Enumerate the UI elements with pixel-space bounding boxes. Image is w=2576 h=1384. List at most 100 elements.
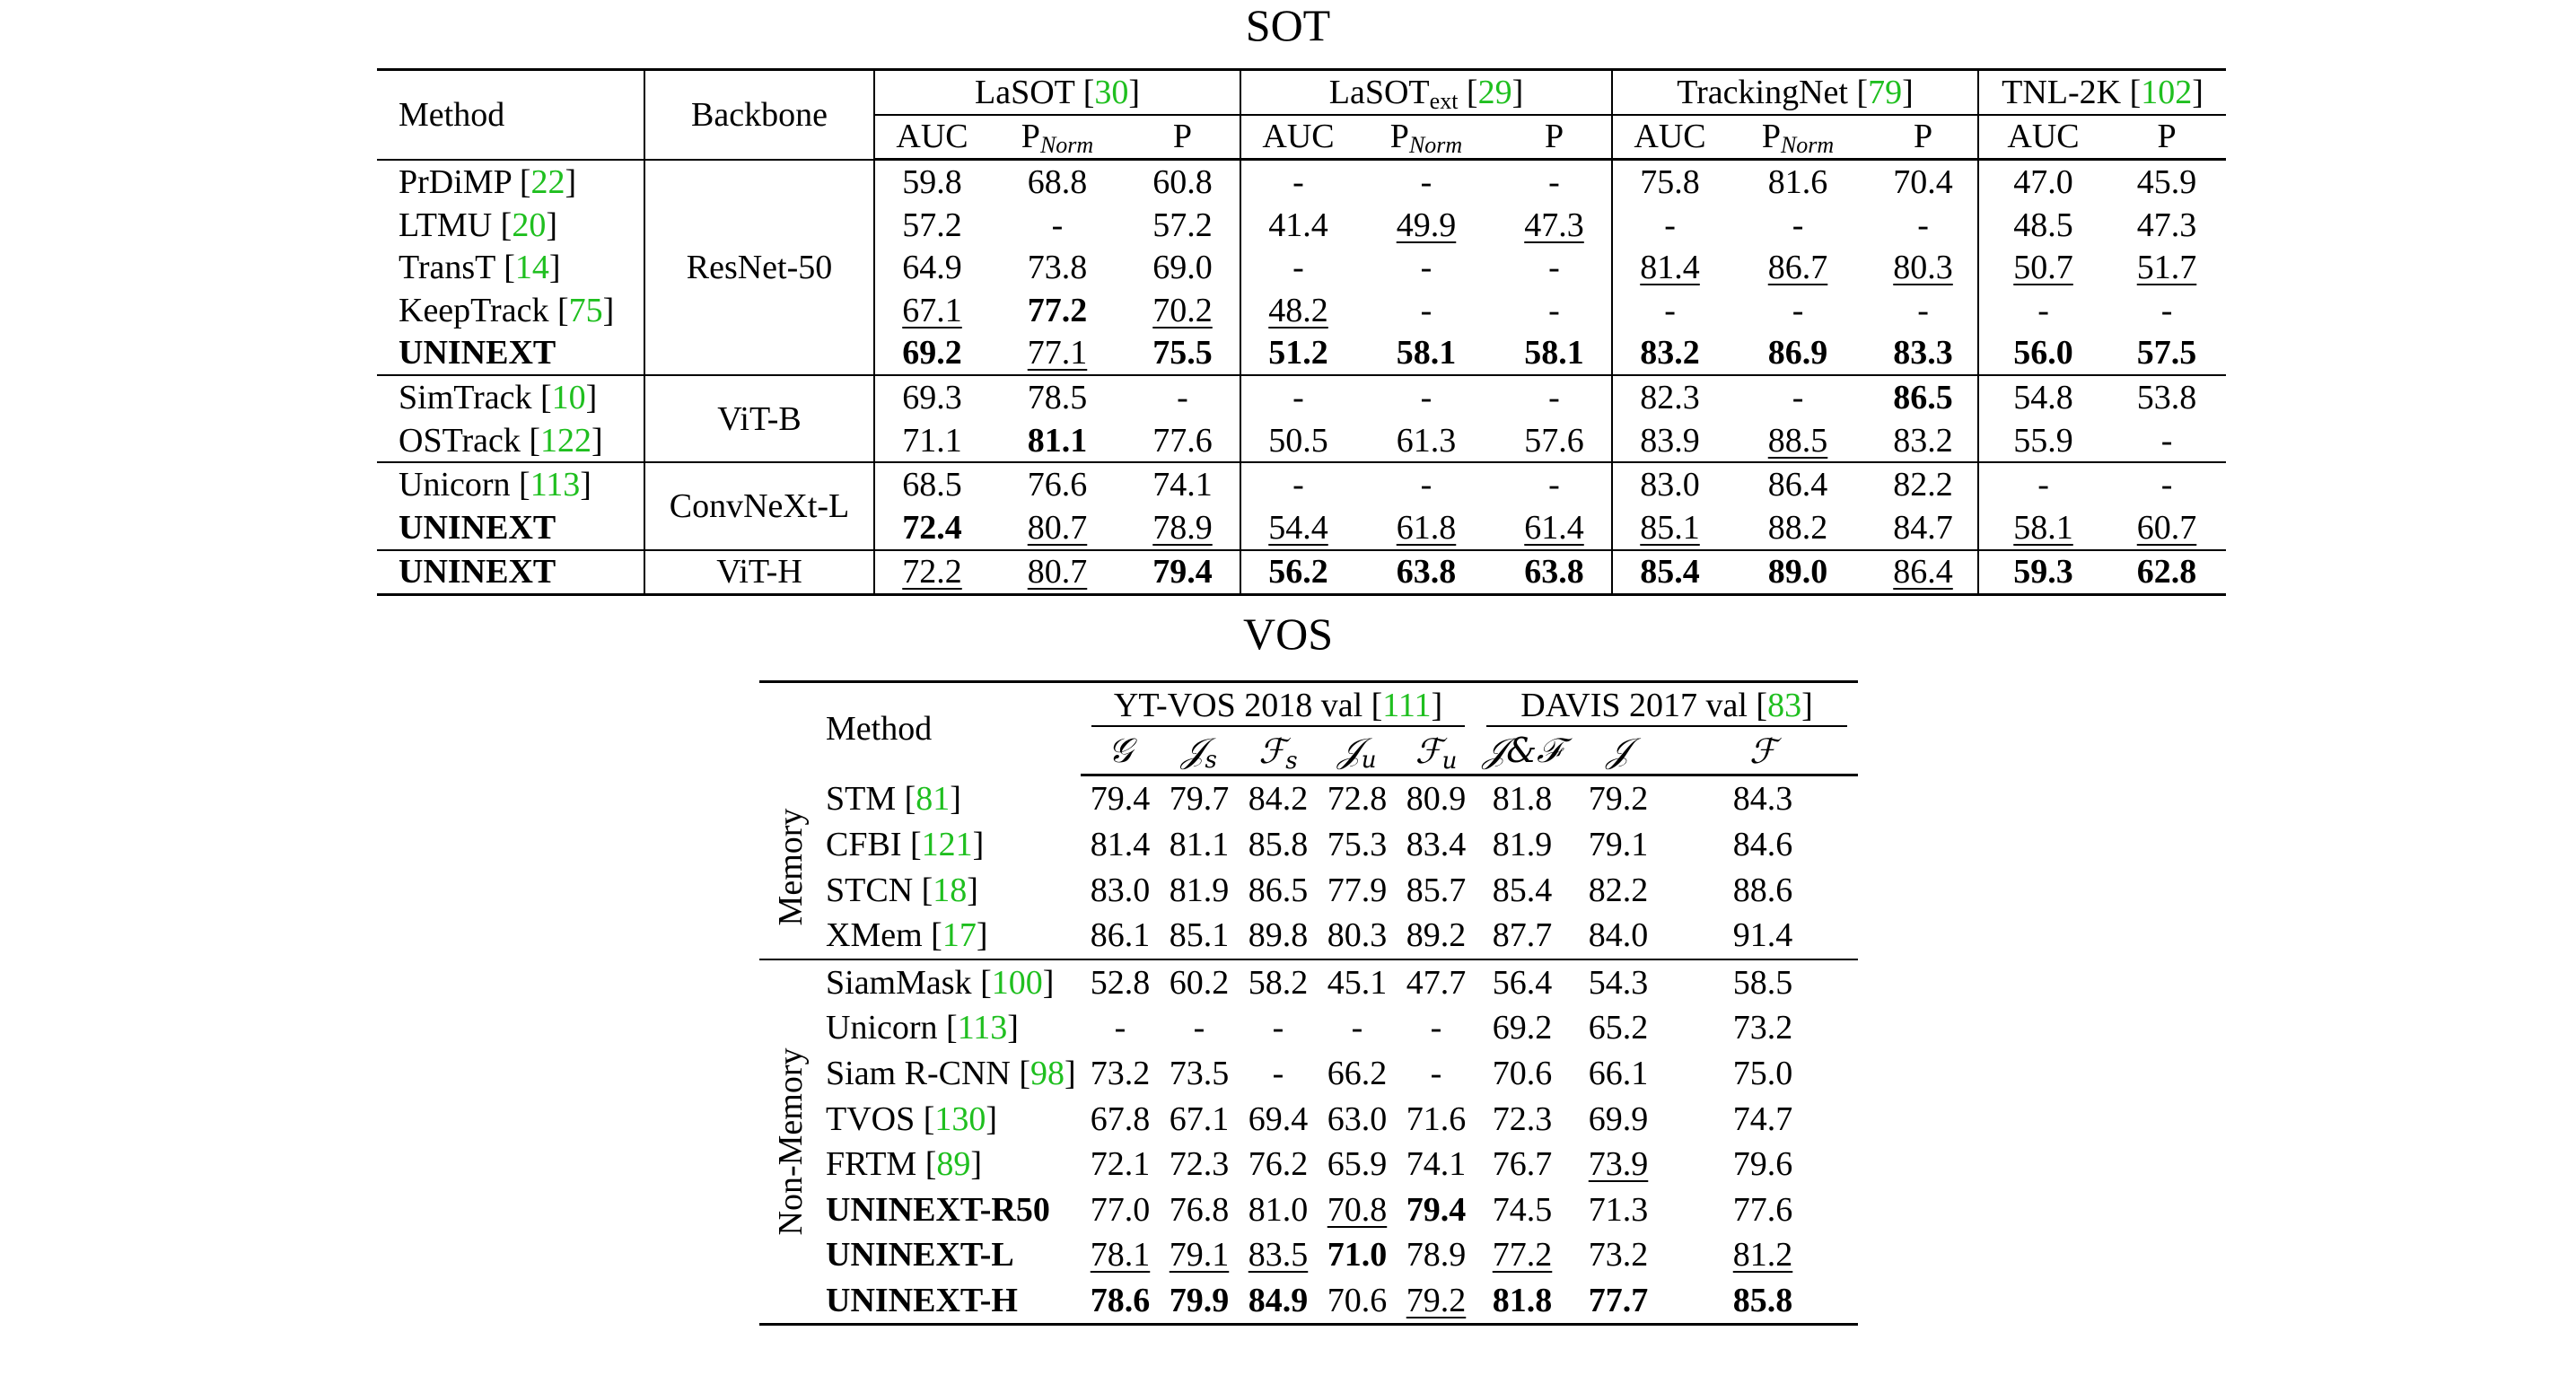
backbone-cell: ViT-B [644,374,874,463]
value-cell: 56.4 [1476,958,1570,1006]
vos-corner [759,679,822,775]
value-cell: - [1240,374,1355,419]
value-cell: 85.1 [1611,505,1728,550]
value-cell: 83.5 [1248,1236,1309,1275]
sot-method-header: Method [377,67,644,160]
value-cell: - [1497,461,1613,506]
method-cell: UNINEXT [377,548,644,597]
value-cell: 84.0 [1588,916,1649,955]
vos-metric-row: 𝒢 𝒥s ℱs 𝒥u ℱu 𝒥&ℱ 𝒥 ℱ [759,728,1859,777]
value-cell: 47.0 [1977,158,2108,204]
value-cell: 72.1 [1090,1145,1151,1184]
value-cell: 88.6 [1732,871,1793,909]
value-cell: 69.3 [873,374,989,419]
value-cell: 70.8 [1327,1190,1388,1229]
value-cell: - [1051,206,1064,244]
vos-metric-header: 𝒥&ℱ [1476,728,1570,777]
method-cell: SiamMask [100] [822,958,1081,1006]
value-cell: 74.1 [1126,461,1240,506]
value-cell: 72.8 [1327,780,1388,819]
value-cell: 81.2 [1732,1236,1793,1275]
value-cell: 85.4 [1611,548,1728,597]
vos-metric-header: 𝒥u [1318,728,1397,777]
vos-table: Method YT-VOS 2018 val [111] DAVIS 2017 … [759,679,1859,1327]
sot-metric-header: AUC [1240,114,1355,162]
value-cell: 59.3 [1977,548,2108,597]
sot-group-lasot-ext: LaSOText [29] [1239,67,1613,116]
vos-group-ytvos: YT-VOS 2018 val [111] [1081,679,1476,729]
table-row: OSTrack [122] 71.1 81.1 77.6 50.5 61.3 57.6 83.… [377,418,2226,463]
value-cell: 69.2 [873,331,989,376]
value-cell: 61.8 [1396,508,1457,547]
value-cell: 75.8 [1611,158,1728,204]
method-cell: LTMU [20] [399,206,557,244]
method-cell: XMem [17] [826,916,988,955]
value-cell: 58.1 [1396,334,1457,372]
value-cell: 66.1 [1588,1055,1649,1093]
sot-title: SOT [1245,0,1331,50]
value-cell: - [1420,249,1433,287]
value-cell: 50.7 [1977,246,2108,289]
value-cell: 41.4 [1240,203,1355,247]
value-cell: 53.8 [2107,374,2227,419]
value-cell: 77.7 [1569,1277,1669,1327]
value-cell: 73.2 [1588,1236,1649,1275]
value-cell: - [1193,1009,1205,1047]
value-cell: 48.2 [1240,288,1355,332]
value-cell: 78.5 [989,374,1126,419]
value-cell: 79.6 [1732,1145,1793,1184]
method-cell: TVOS [130] [826,1099,998,1138]
value-cell: - [1355,374,1497,419]
value-cell: 78.9 [1152,508,1213,547]
value-cell: 72.3 [1492,1099,1553,1138]
method-cell: OSTrack [122] [399,421,603,460]
value-cell: 79.2 [1397,1277,1476,1327]
value-cell: 72.3 [1169,1145,1230,1184]
value-cell: 55.9 [1977,418,2108,463]
value-cell: - [1355,158,1497,204]
method-cell: UNINEXT-R50 [826,1190,1050,1229]
value-cell: 58.5 [1668,958,1859,1006]
value-cell: - [1420,291,1433,329]
method-cell: KeepTrack [75] [399,291,615,329]
value-cell: 70.4 [1869,158,1979,204]
value-cell: 57.2 [1152,206,1213,244]
value-cell: 51.7 [2136,249,2197,287]
table-row: LTMU [20] 57.2-57.2 41.4 49.9 47.3- - -48.5 47.… [377,203,2226,247]
value-cell: 83.2 [1893,421,1953,460]
value-cell: 54.8 [1977,374,2108,419]
table-row: UNINEXT ViT-H 72.2 80.7 79.4 56.2 63.8 63.8 85.4… [377,548,2227,597]
value-cell: 76.2 [1248,1145,1309,1184]
group-label: Non-Memory [759,958,822,1327]
value-cell: 68.5 [873,461,989,506]
sot-metric-header: P [2107,114,2227,162]
value-cell: 61.3 [1396,421,1457,460]
value-cell: 84.9 [1239,1277,1318,1327]
method-cell: UNINEXT-H [822,1277,1081,1327]
value-cell: 83.0 [1090,871,1151,909]
value-cell: 54.4 [1240,505,1355,550]
value-cell: 84.7 [1893,508,1953,547]
value-cell: 74.1 [1406,1145,1467,1184]
value-cell: 86.1 [1090,916,1151,955]
value-cell: 48.5 [1977,203,2108,247]
value-cell: 71.1 [873,418,989,463]
value-cell: 58.1 [1524,334,1584,372]
value-cell: 85.8 [1248,826,1309,864]
value-cell: 85.8 [1668,1277,1859,1327]
value-cell: - [1240,246,1355,289]
table-row: STCN [18] 83.0 81.9 86.5 77.9 85.7 85.4 82.2 88.… [759,867,1858,913]
value-cell: 91.4 [1732,916,1793,955]
value-cell: - [1611,203,1728,247]
value-cell: - [1497,158,1613,204]
value-cell: 73.2 [1090,1055,1151,1093]
method-cell: UNINEXT [399,334,556,372]
value-cell: 77.9 [1327,871,1388,909]
sot-backbone-header: Backbone [644,67,874,160]
table-row: SimTrack [10] ViT-B 69.3 78.5- - - -82.3-86.5 5… [377,374,2227,463]
value-cell: 79.9 [1160,1277,1239,1327]
value-cell: 80.7 [1027,508,1088,547]
value-cell: 79.2 [1588,780,1649,819]
value-cell: 88.5 [1767,421,1828,460]
value-cell: 79.1 [1588,826,1649,864]
